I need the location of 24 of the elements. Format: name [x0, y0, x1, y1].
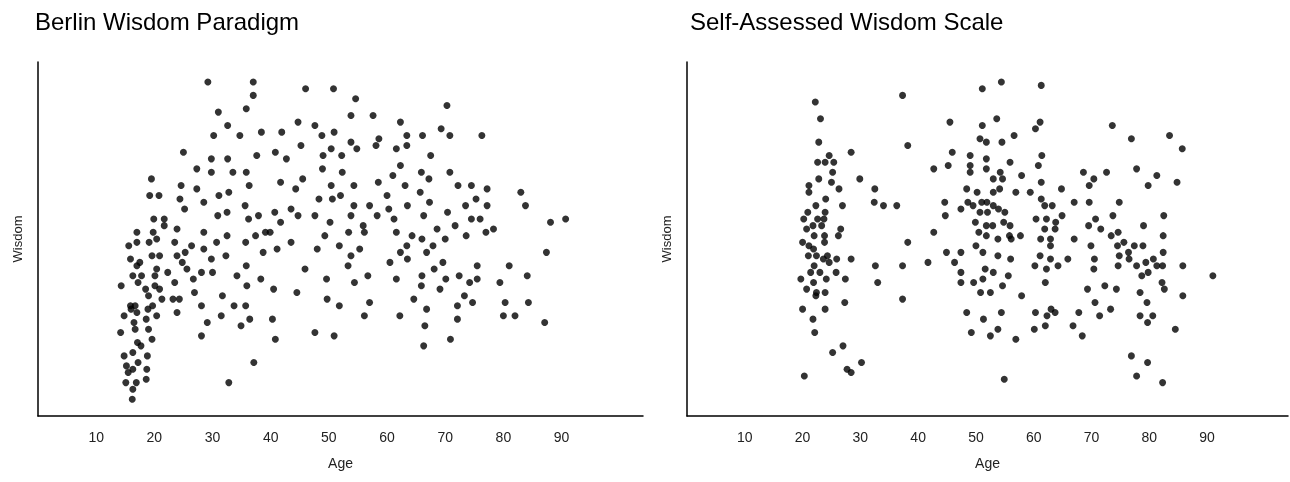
x-axis-title: Age	[975, 455, 1001, 471]
x-tick-label: 70	[437, 429, 454, 445]
x-tick-label: 50	[968, 429, 984, 445]
chart-title: Berlin Wisdom Paradigm	[35, 7, 300, 35]
x-tick-label: 60	[1025, 429, 1042, 445]
y-axis-title: Wisdom	[10, 215, 25, 263]
x-tick-label: 70	[1083, 429, 1100, 445]
x-axis-title: Age	[328, 455, 354, 471]
x-tick-label: 50	[321, 429, 337, 445]
x-tick-label: 60	[379, 429, 396, 445]
x-tick-label: 40	[262, 429, 279, 445]
chart-title: Self-Assessed Wisdom Scale	[690, 7, 1004, 35]
x-tick-label: 40	[910, 429, 927, 445]
x-tick-label: 80	[495, 429, 512, 445]
x-tick-label: 20	[146, 429, 163, 445]
y-axis-title: Wisdom	[659, 215, 674, 263]
x-tick-label: 30	[204, 429, 221, 445]
x-tick-label: 90	[553, 429, 570, 445]
x-tick-label: 10	[737, 429, 753, 445]
x-tick-label: 80	[1141, 429, 1158, 445]
x-tick-label: 20	[794, 429, 811, 445]
x-tick-label: 30	[852, 429, 869, 445]
x-tick-label: 10	[88, 429, 105, 445]
x-tick-label: 90	[1199, 429, 1216, 445]
